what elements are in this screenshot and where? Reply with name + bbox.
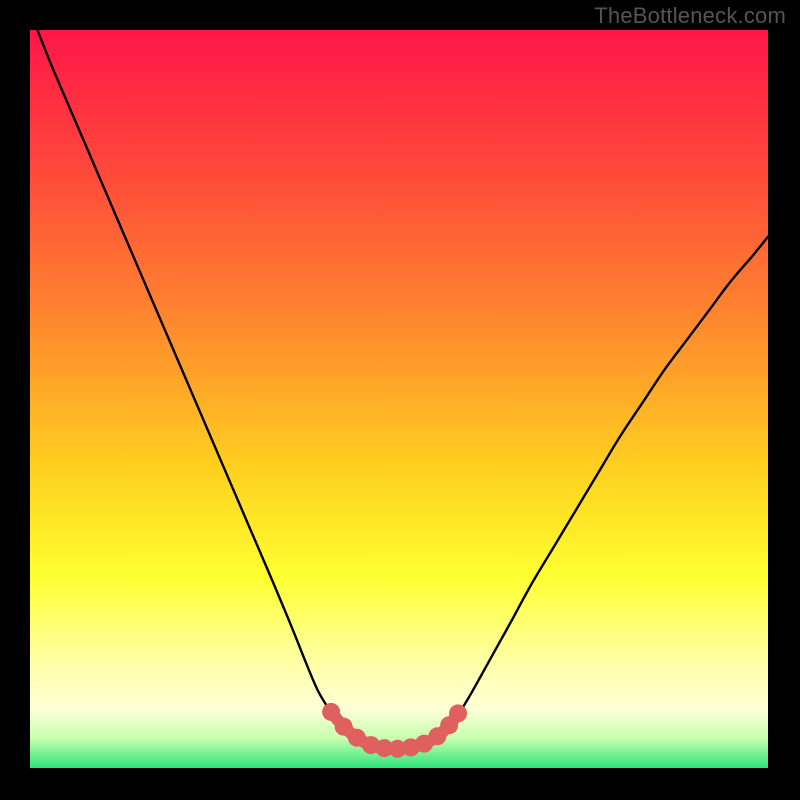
watermark-text: TheBottleneck.com <box>594 3 786 29</box>
bottleneck-curve-chart <box>0 0 800 800</box>
marker-dot <box>449 704 467 722</box>
plot-background <box>30 30 768 768</box>
marker-dot <box>322 703 340 721</box>
chart-stage: TheBottleneck.com <box>0 0 800 800</box>
